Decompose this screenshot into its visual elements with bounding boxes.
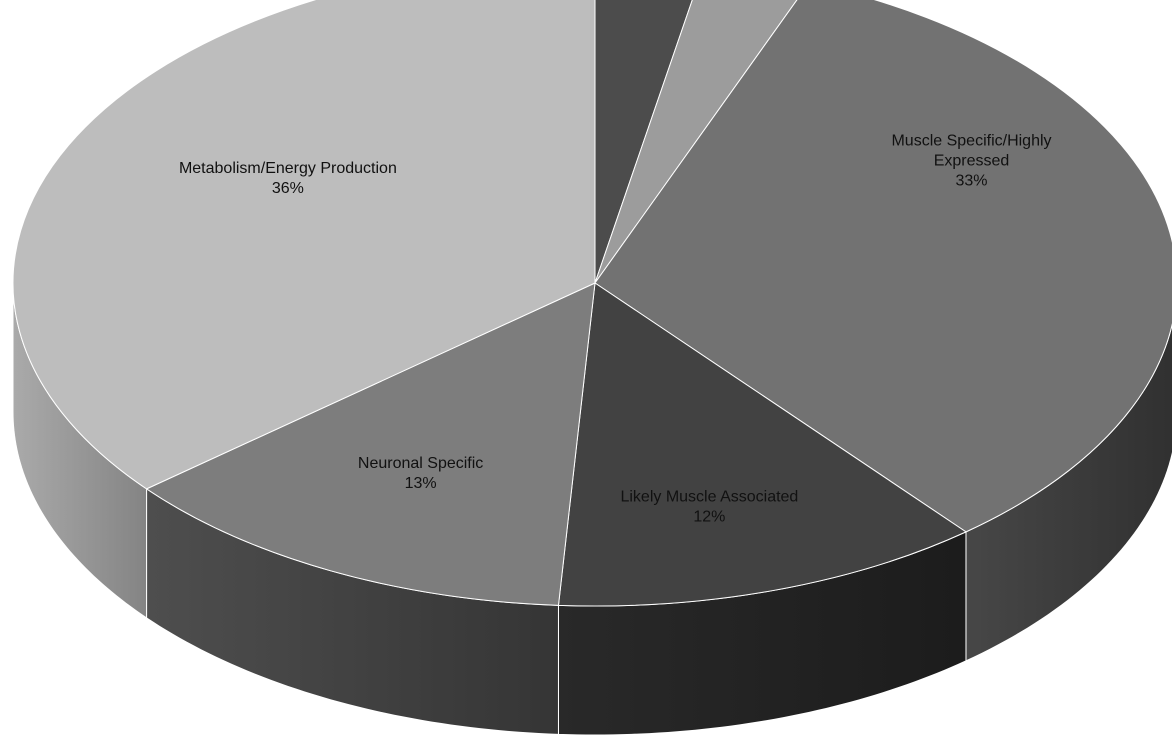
pie-slice-label: Likely Muscle Associated 12% — [620, 489, 798, 526]
pie-slice-percent: 33% — [955, 173, 987, 190]
pie-slice — [145, 282, 596, 606]
pie-sides — [12, 282, 1172, 736]
pie-slice-name: Neuronal Specific — [358, 455, 483, 472]
pie-slice — [557, 282, 967, 607]
pie-slice-percent: 13% — [405, 475, 437, 492]
pie-slice-label: Muscle Specific/Highly Expressed 33% — [891, 133, 1051, 190]
pie-slice-name: Muscle Specific/Highly — [891, 133, 1051, 150]
pie-labels: EO Specific3%NMJ Specific3%Muscle Specif… — [179, 133, 1052, 526]
pie-slice-percent: 12% — [693, 509, 725, 526]
pie-tops — [12, 0, 1172, 607]
pie-slice-label: Metabolism/Energy Production 36% — [179, 160, 397, 197]
pie-slice — [594, 0, 1172, 533]
pie-slice-percent: 36% — [272, 180, 304, 197]
pie-slice-label: Neuronal Specific 13% — [358, 455, 483, 492]
pie-slice-name: Expressed — [934, 153, 1010, 170]
pie-slice — [12, 0, 596, 490]
pie-slice-name: Likely Muscle Associated — [620, 489, 798, 506]
pie-slice-name: Metabolism/Energy Production — [179, 160, 397, 177]
